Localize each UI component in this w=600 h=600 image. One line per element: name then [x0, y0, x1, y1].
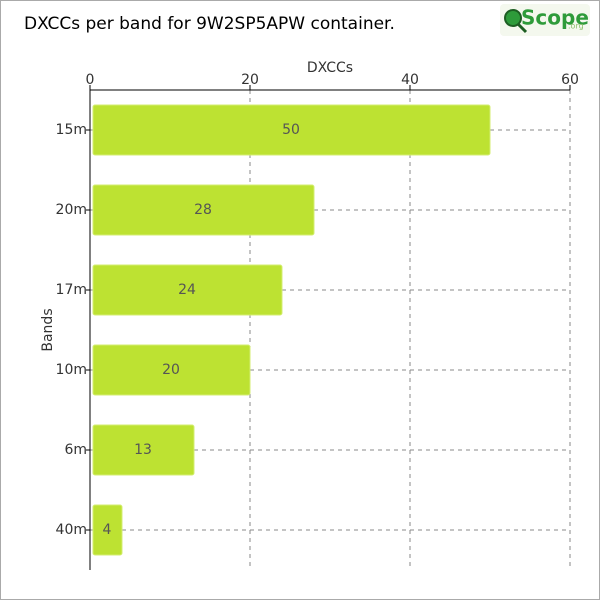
- x-tick-label: 0: [86, 72, 95, 88]
- chart-title: DXCCs per band for 9W2SP5APW container.: [24, 14, 395, 34]
- y-tick-label: 6m: [64, 442, 87, 458]
- y-tick-label: 15m: [56, 122, 87, 138]
- bar: [92, 104, 491, 156]
- value-label: 50: [282, 122, 300, 138]
- logo-handle: [516, 22, 528, 34]
- y-tick-label: 10m: [56, 362, 87, 378]
- logo-name: Scope: [521, 6, 589, 30]
- bar: [92, 424, 195, 476]
- x-tick-label: 60: [561, 72, 579, 88]
- x-axis-label: DXCCs: [307, 60, 353, 76]
- bar: [92, 344, 251, 396]
- bar: [92, 264, 283, 316]
- value-label: 20: [162, 362, 180, 378]
- value-label: 28: [194, 202, 212, 218]
- logo: Scope .org: [500, 4, 590, 36]
- x-tick-label: 40: [401, 72, 419, 88]
- bar: [92, 184, 315, 236]
- logo-icon: [504, 9, 522, 27]
- logo-suffix: .org: [568, 22, 584, 31]
- bar: [92, 504, 123, 556]
- y-axis-label: Bands: [40, 308, 56, 351]
- value-label: 4: [103, 522, 112, 538]
- value-label: 24: [178, 282, 196, 298]
- x-tick-label: 20: [241, 72, 259, 88]
- y-tick-label: 40m: [56, 522, 87, 538]
- value-label: 13: [134, 442, 152, 458]
- y-tick-label: 17m: [56, 282, 87, 298]
- y-tick-label: 20m: [56, 202, 87, 218]
